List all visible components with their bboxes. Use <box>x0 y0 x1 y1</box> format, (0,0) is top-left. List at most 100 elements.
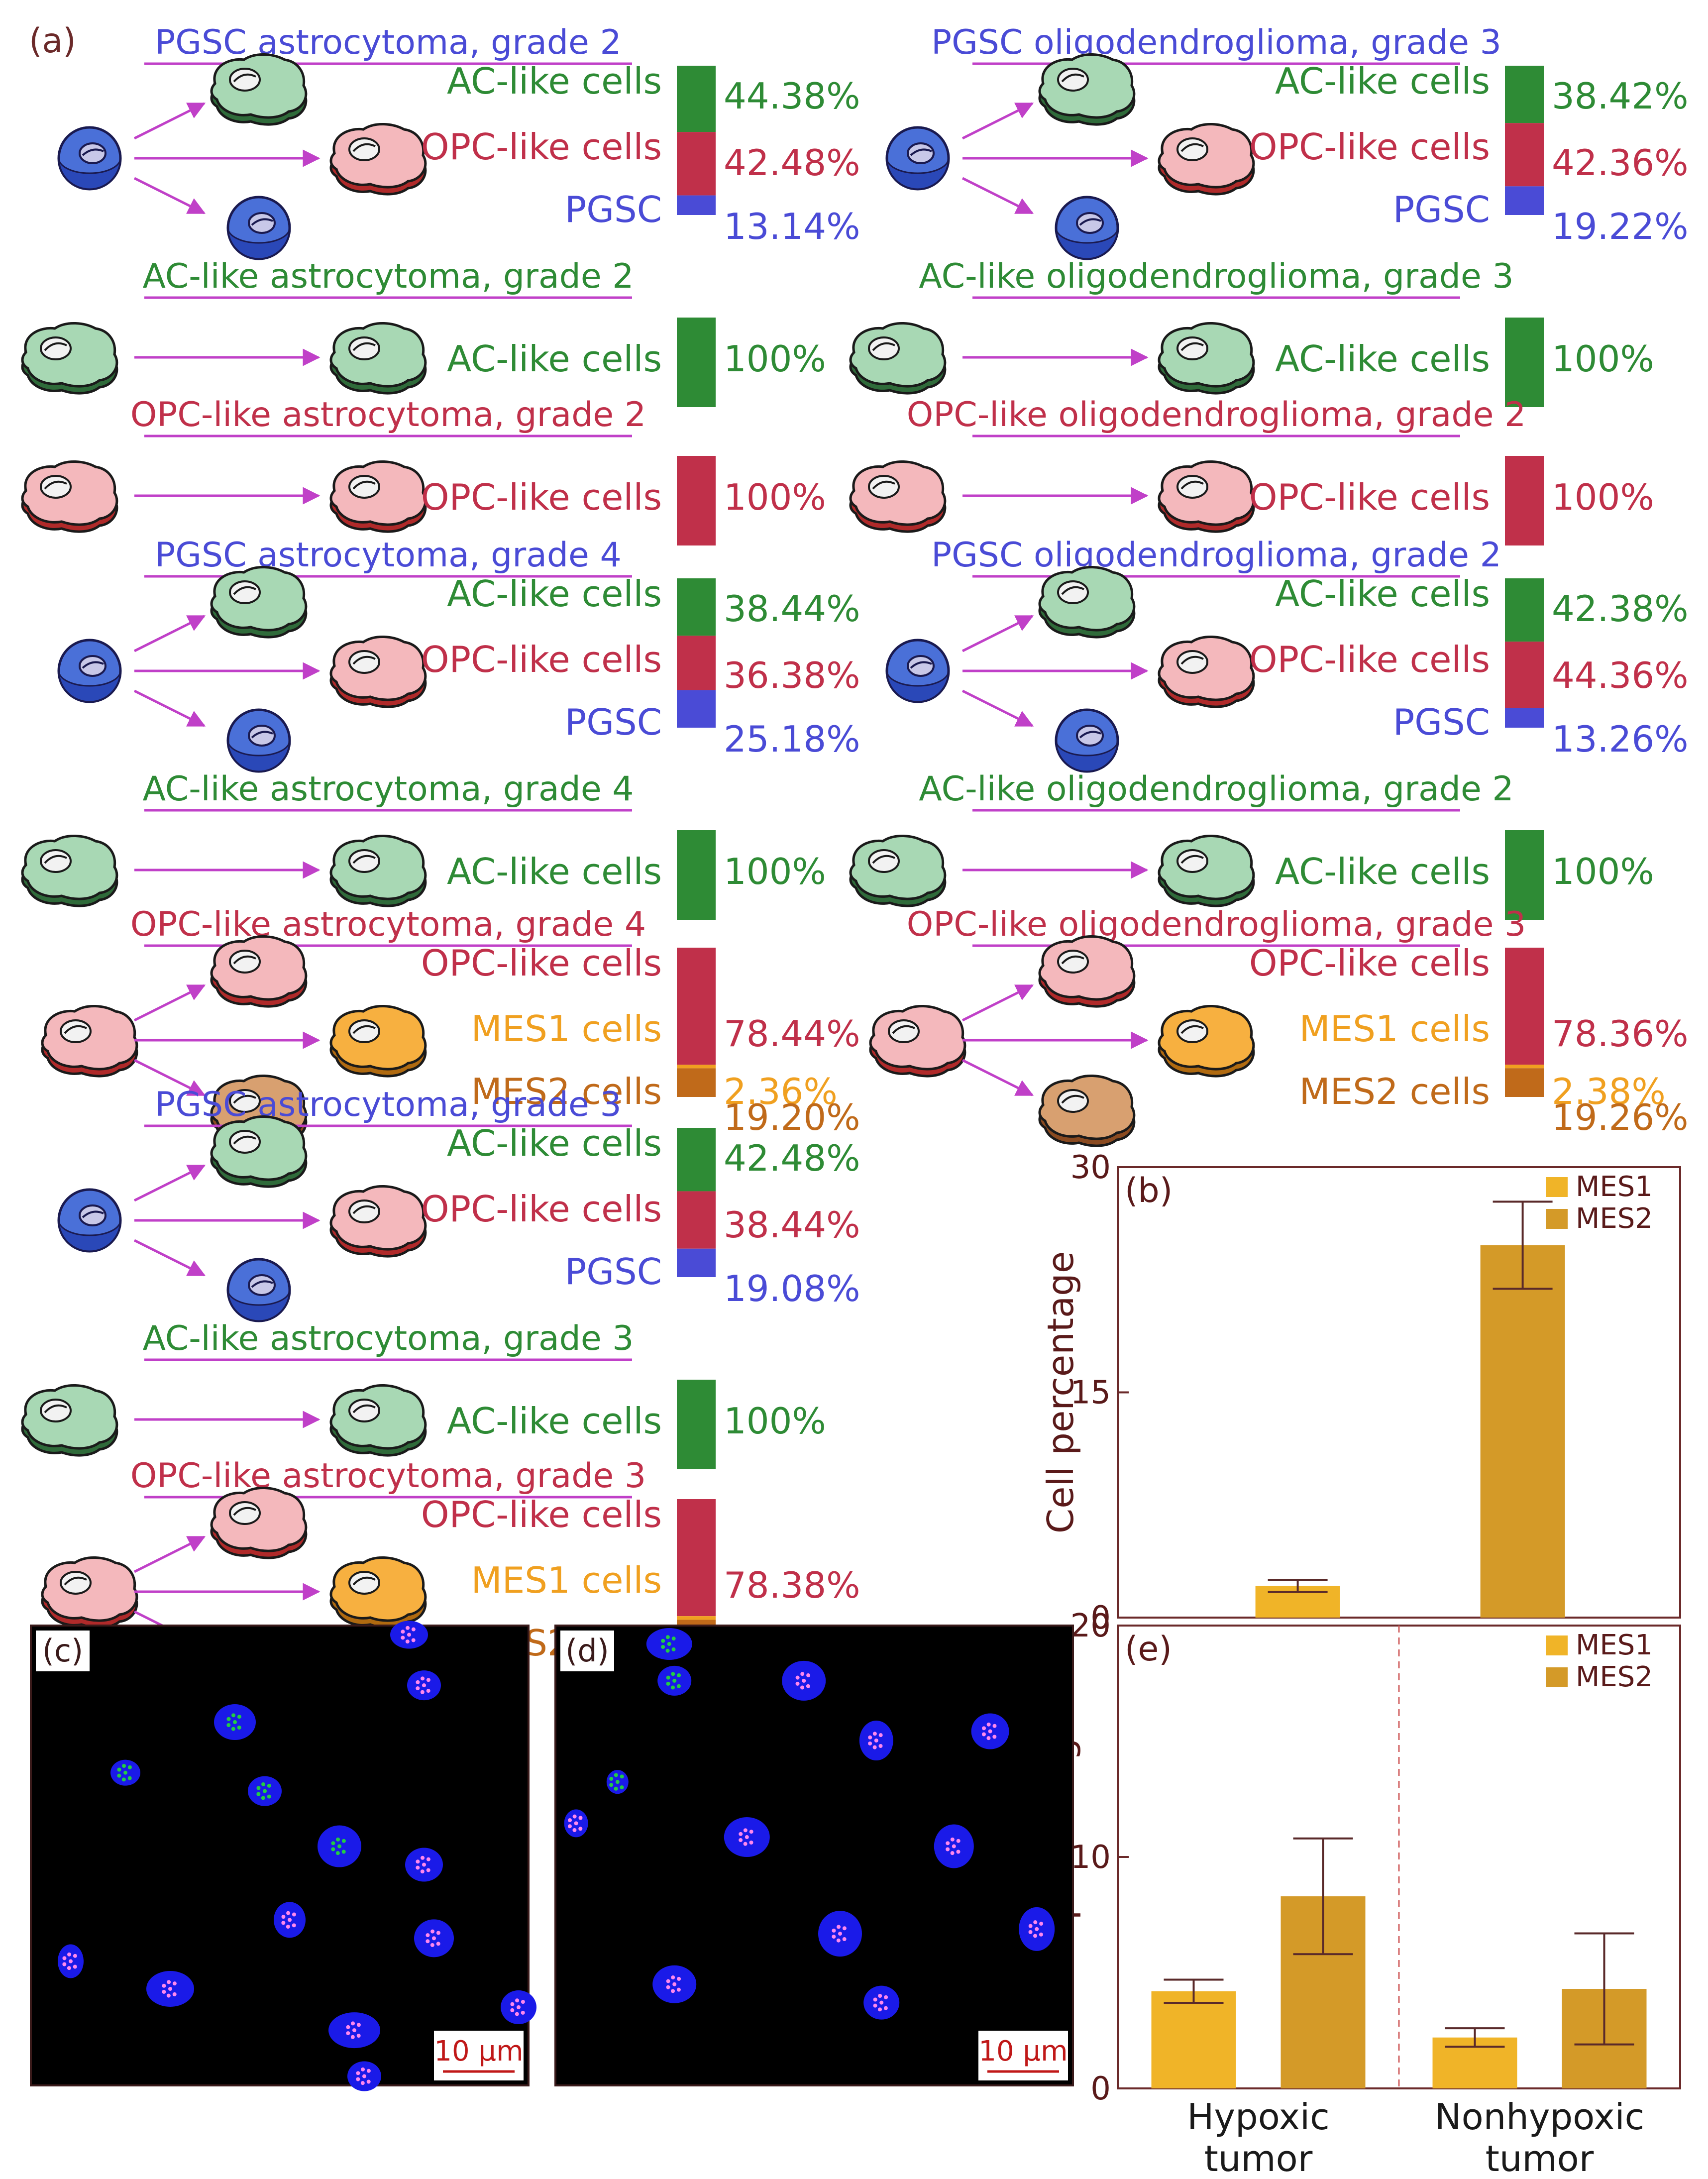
nucleus-dot <box>356 2023 361 2027</box>
ac-cell-icon <box>21 835 118 907</box>
cell-body <box>210 935 308 1001</box>
percentage-label: 42.38% <box>1552 588 1689 630</box>
group-title: AC-like astrocytoma, grade 2 <box>142 257 634 296</box>
composition-bar-segment <box>677 578 716 636</box>
opc-cell-icon <box>329 636 427 708</box>
opc-cell-icon <box>329 123 427 196</box>
cell-nucleus <box>868 849 900 873</box>
target-label: AC-like cells <box>447 60 662 102</box>
nucleus-dot <box>671 1685 675 1690</box>
target-label: OPC-like cells <box>421 1494 662 1535</box>
nucleus-dot <box>986 1736 991 1741</box>
nucleus-dot <box>356 2071 360 2075</box>
composition-bar-segment <box>677 830 716 920</box>
percentage-label: 25.18% <box>724 718 860 760</box>
target-label: PGSC <box>1393 701 1490 743</box>
nucleus-line <box>1180 655 1204 665</box>
cell-body <box>1038 935 1136 1001</box>
nucleus-dot <box>609 1776 614 1781</box>
nucleus-dot <box>336 1837 340 1842</box>
composition-bar-segment <box>677 66 716 132</box>
cell-nucleus <box>907 142 935 164</box>
transition-group: OPC-like oligodendroglioma, grade 3OPC-l… <box>869 905 1689 1147</box>
nucleus-dot <box>743 1828 747 1833</box>
transition-group: PGSC astrocytoma, grade 4AC-like cells OP… <box>57 536 860 773</box>
nucleus-dot <box>436 1942 440 1946</box>
nucleus-line <box>1079 218 1101 226</box>
composition-bar-segment <box>677 636 716 690</box>
percentage-label: 19.26% <box>1552 1096 1689 1138</box>
group-title: OPC-like astrocytoma, grade 2 <box>130 395 646 435</box>
cell-nucleus <box>348 1199 380 1223</box>
nucleus-dot <box>288 1918 292 1922</box>
nucleus-dot <box>677 1673 681 1678</box>
pgsc-cell-icon <box>226 708 291 773</box>
nucleus-dot <box>614 1786 618 1791</box>
nucleus-line <box>233 73 256 83</box>
category-label: tumor <box>1204 2138 1313 2179</box>
group-title: AC-like oligodendroglioma, grade 2 <box>919 769 1513 809</box>
ac-cell-icon <box>329 322 427 395</box>
transition-group: AC-like oligodendroglioma, grade 3 AC-lik… <box>849 257 1654 407</box>
nucleus-line <box>44 855 67 864</box>
nucleus-dot <box>261 1796 265 1800</box>
ac-cell-icon <box>21 1384 118 1457</box>
nucleus-dot <box>950 1837 955 1842</box>
nucleus-dot <box>62 1956 67 1961</box>
nucleus-dot <box>572 1814 577 1819</box>
target-label: AC-like cells <box>1275 338 1490 380</box>
ac-cell-icon <box>210 566 308 639</box>
transition-arrow <box>133 689 206 727</box>
panel-a-letter: (a) <box>29 21 76 61</box>
cell-body <box>849 322 947 388</box>
nucleus-dot <box>67 1966 71 1970</box>
nucleus-dot <box>946 1841 950 1846</box>
cell-body <box>329 1556 427 1622</box>
nucleus-dot <box>981 1732 986 1737</box>
cell-nucleus <box>348 475 380 499</box>
cell-body <box>210 1115 308 1181</box>
composition-bar-segment <box>1505 1065 1544 1069</box>
cell-nucleus <box>248 1274 276 1296</box>
nucleus-dot <box>950 1851 955 1855</box>
nucleus-dot <box>676 1684 681 1688</box>
composition-bar-segment <box>1505 123 1544 187</box>
composition-bar-segment <box>1505 186 1544 215</box>
nucleus-dot <box>263 1789 267 1793</box>
target-label: PGSC <box>565 1251 662 1293</box>
cell-nucleus <box>348 849 380 873</box>
nucleus-line <box>82 148 104 156</box>
scale-bar-label: 10 μm <box>434 2035 523 2068</box>
nucleus-dot <box>405 1639 410 1644</box>
nucleus-dot <box>127 1776 132 1780</box>
nucleus-line <box>233 1507 256 1516</box>
cell-nucleus <box>1076 212 1104 234</box>
opc-cell-icon <box>210 935 308 1008</box>
composition-bar-segment <box>677 1248 716 1277</box>
percentage-label: 100% <box>724 851 826 892</box>
nucleus-dot <box>166 1993 171 1998</box>
legend-swatch <box>1546 1667 1568 1687</box>
ac-cell-icon <box>1158 322 1255 395</box>
nucleus-dot <box>281 1921 286 1925</box>
percentage-label: 19.20% <box>724 1096 860 1138</box>
nucleus-line <box>82 1210 104 1218</box>
composition-bar-segment <box>677 1191 716 1249</box>
nucleus-dot <box>842 1937 847 1942</box>
nucleus-dot <box>614 1773 618 1777</box>
nucleus-dot <box>836 1938 841 1943</box>
nucleus-dot <box>422 1862 426 1867</box>
nucleus-dot <box>168 1986 172 1991</box>
nucleus-line <box>44 480 67 490</box>
nucleus-line <box>872 855 895 864</box>
percentage-label: 44.38% <box>724 75 860 117</box>
nucleus-dot <box>426 1933 430 1938</box>
nucleus-dot <box>237 1715 241 1719</box>
y-tick-label: 0 <box>1090 1600 1111 1636</box>
nucleus-dot <box>609 1783 614 1787</box>
nucleus-dot <box>430 1929 435 1934</box>
nucleus-dot <box>426 1689 430 1693</box>
target-label: OPC-like cells <box>421 1188 662 1230</box>
nucleus-dot <box>873 2003 877 2008</box>
cell-body <box>849 460 947 526</box>
